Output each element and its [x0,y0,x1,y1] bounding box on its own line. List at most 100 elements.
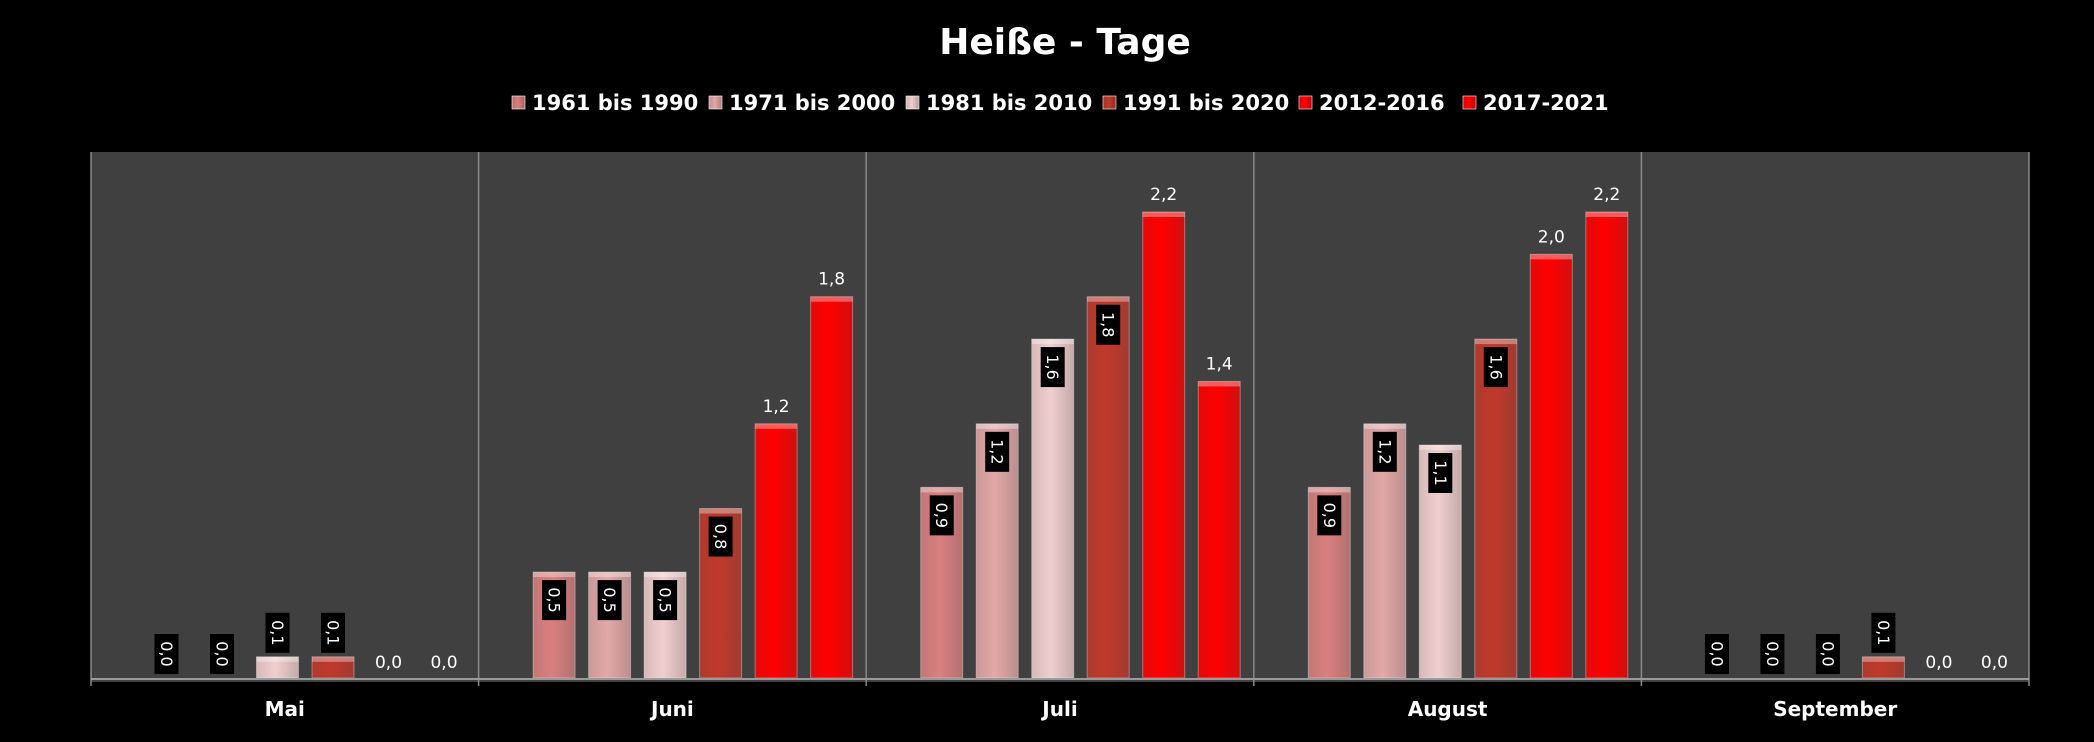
bar-juni-2012-2016 [754,423,798,679]
legend-item-1961-bis-1990: 1961 bis 1990 [511,91,698,115]
value-label-text: 0,0 [1818,641,1837,666]
value-label-text: 0,0 [1707,641,1726,666]
bar-cap [1862,656,1905,662]
bar-cap [312,656,354,662]
value-label-september-1981-bis-2010: 0,0 [1815,634,1840,674]
value-label-juli-1981-bis-2010: 1,6 [1040,347,1065,388]
x-tick-label-juli: Juli [1040,697,1077,721]
value-label-text: 0,5 [600,587,619,612]
value-label-text: 0,9 [932,503,951,528]
value-label-box [1428,453,1453,493]
bar-juli-2012-2016 [1142,211,1186,679]
bar-cap [644,572,687,578]
value-label-box [210,634,234,674]
legend-item-1971-bis-2000: 1971 bis 2000 [708,91,895,115]
bar-cap [1530,254,1573,260]
value-label-juni-2017-2021: 1,8 [818,270,845,290]
legend-swatch [708,95,723,110]
value-label-mai-2017-2021: 0,0 [430,653,457,673]
value-label-juli-2017-2021: 1,4 [1206,354,1233,374]
bar-cap [1585,212,1628,217]
legend-label: 1991 bis 2020 [1123,91,1289,115]
value-label-box [1372,431,1397,472]
bar-cap [1142,212,1185,217]
bar-cap [920,487,963,493]
bar-cap [810,296,853,302]
value-label-september-2017-2021: 0,0 [1981,653,2008,673]
value-label-text: 0,0 [213,641,232,666]
legend-swatch [1462,95,1477,110]
value-label-box [985,431,1010,472]
value-label-box [1040,347,1065,388]
legend-swatch [905,95,920,110]
category-dividers [90,152,2030,686]
value-label-september-1971-bis-2000: 0,0 [1760,634,1785,674]
bar-cap [699,508,742,514]
value-label-text: 1,1 [1431,460,1450,485]
value-label-text: 0,1 [268,620,287,645]
legend-swatch [511,95,526,110]
value-label-august-2012-2016: 2,0 [1538,227,1565,247]
bar-cap [1419,445,1462,450]
value-label-august-1971-bis-2000: 1,2 [1372,431,1397,472]
value-label-box [1760,634,1785,674]
value-label-juni-1991-bis-2020: 0,8 [708,516,733,557]
chart-title: Heiße - Tage [939,22,1191,63]
x-tick-label-mai: Mai [265,697,305,721]
x-tick-label-juni: Juni [649,697,694,721]
value-label-box [929,495,954,536]
value-label-box [1483,347,1508,388]
legend-label: 1961 bis 1990 [532,91,698,115]
bar-cap [256,656,299,662]
value-label-box [542,580,567,621]
legend-label: 1981 bis 2010 [926,91,1092,115]
x-tick-label-september: September [1773,697,1897,721]
legend-swatch [1298,95,1313,110]
value-label-text: 1,6 [1486,354,1505,379]
bar-juli-2017-2021 [1197,380,1241,679]
value-labels: 0,0 0,0 0,1 0,1 0,0 0,0 0,5 0,5 0,5 0,8 1,2 1,8 0,9 1… [154,185,2008,674]
legend-item-1991-bis-2020: 1991 bis 2020 [1102,91,1289,115]
legend-label: 2017-2021 [1483,91,1609,115]
value-label-text: 0,9 [1320,503,1339,528]
value-label-box [597,580,622,621]
value-label-august-1961-bis-1990: 0,9 [1317,495,1342,536]
value-label-box [1871,612,1896,653]
value-label-september-2012-2016: 0,0 [1925,653,1952,673]
value-label-august-1981-bis-2010: 1,1 [1428,453,1453,493]
value-label-text: 1,6 [1043,354,1062,379]
value-label-text: 0,8 [711,524,730,549]
value-label-august-2017-2021: 2,2 [1593,185,1620,205]
legend-item-1981-bis-2010: 1981 bis 2010 [905,91,1092,115]
value-label-text: 1,2 [1375,439,1394,464]
bar-august-2012-2016 [1529,253,1573,679]
value-label-mai-1971-bis-2000: 0,0 [210,634,234,674]
value-label-august-1991-bis-2020: 1,6 [1483,347,1508,388]
value-label-juli-2012-2016: 2,2 [1150,185,1177,205]
bar-august-2017-2021 [1585,211,1629,679]
value-label-juli-1991-bis-2020: 1,8 [1096,304,1121,345]
legend-label: 2012-2016 [1319,91,1445,115]
bar-cap [1363,423,1406,429]
bar-cap [1031,339,1074,345]
value-label-juni-1971-bis-2000: 0,5 [597,580,622,621]
value-label-juli-1971-bis-2000: 1,2 [985,431,1010,472]
value-label-box [154,634,179,674]
value-label-mai-1961-bis-1990: 0,0 [154,634,179,674]
value-label-juli-1961-bis-1990: 0,9 [929,495,954,536]
value-label-box [708,516,733,557]
bar-cap [588,572,631,578]
value-label-text: 0,0 [1763,641,1782,666]
bar-juli-1991-bis-2020 [1086,296,1130,679]
bar-cap [1198,381,1241,387]
value-label-text: 0,0 [157,641,176,666]
value-label-text: 0,1 [1874,620,1893,645]
legend-item-2012-2016: 2012-2016 [1298,91,1445,115]
legend-swatch [1102,95,1117,110]
value-label-mai-1981-bis-2010: 0,1 [265,612,290,653]
value-label-mai-1991-bis-2020: 0,1 [321,612,345,653]
value-label-juni-1981-bis-2010: 0,5 [653,580,678,621]
value-label-box [321,612,345,653]
value-label-september-1991-bis-2020: 0,1 [1871,612,1896,653]
